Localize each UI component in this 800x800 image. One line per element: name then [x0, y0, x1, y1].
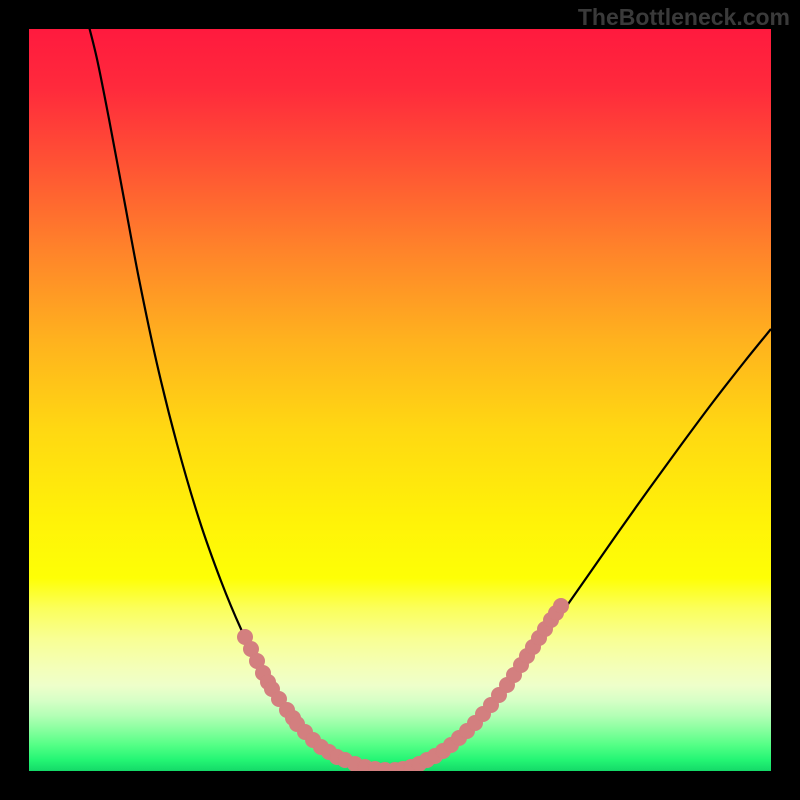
chart-frame: TheBottleneck.com [0, 0, 800, 800]
data-marker [554, 599, 569, 614]
plot-area [29, 29, 771, 771]
watermark-text: TheBottleneck.com [578, 4, 790, 31]
gradient-background [29, 29, 771, 771]
chart-svg [29, 29, 771, 771]
